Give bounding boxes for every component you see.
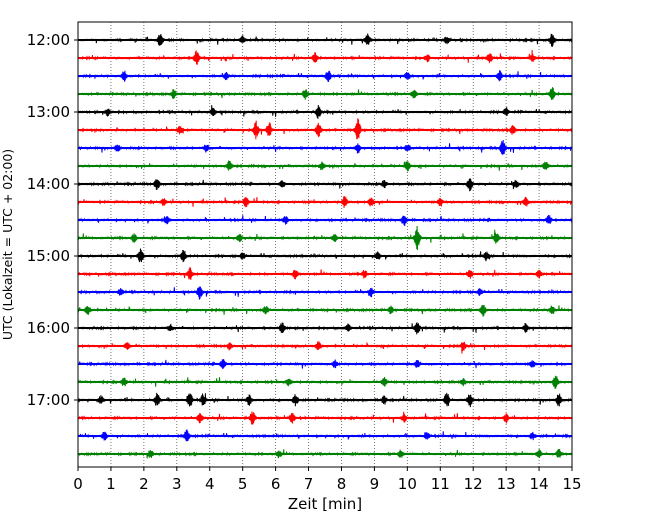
plot-frame [77,21,573,468]
traces [77,33,573,459]
trace-1530 [77,286,573,300]
x-tick-label: 1 [106,475,116,493]
x-tick-label: 3 [172,475,182,493]
y-tick-label: 14:00 [27,175,70,193]
x-tick-label: 6 [271,475,281,493]
x-tick-label: 8 [337,475,347,493]
x-tick-label: 9 [370,475,380,493]
grid-lines [110,22,540,467]
x-axis-label: Zeit [min] [288,495,362,513]
trace-1615 [77,341,573,354]
x-tick-label: 12 [464,475,483,493]
x-tick-label: 0 [73,475,83,493]
x-tick-label: 4 [205,475,215,493]
y-tick-label: 15:00 [27,247,70,265]
x-tick-label: 5 [238,475,248,493]
y-axis-ticks: 12:00 13:00 14:00 15:00 16:00 17:00 [27,31,78,409]
x-tick-label: 2 [139,475,149,493]
y-tick-label: 12:00 [27,31,70,49]
y-tick-label: 13:00 [27,103,70,121]
y-tick-label: 16:00 [27,319,70,337]
y-tick-label: 17:00 [27,391,70,409]
x-tick-label: 7 [304,475,314,493]
x-axis-ticks: 0 1 2 3 4 5 6 7 8 9 10 11 12 13 14 15 [73,467,582,493]
x-tick-label: 15 [562,475,581,493]
x-tick-label: 11 [431,475,450,493]
x-tick-label: 10 [398,475,417,493]
y-axis-label: UTC (Lokalzeit = UTC + 02:00) [0,149,15,340]
x-tick-label: 13 [497,475,516,493]
trace-1315 [77,118,573,140]
x-tick-label: 14 [530,475,549,493]
